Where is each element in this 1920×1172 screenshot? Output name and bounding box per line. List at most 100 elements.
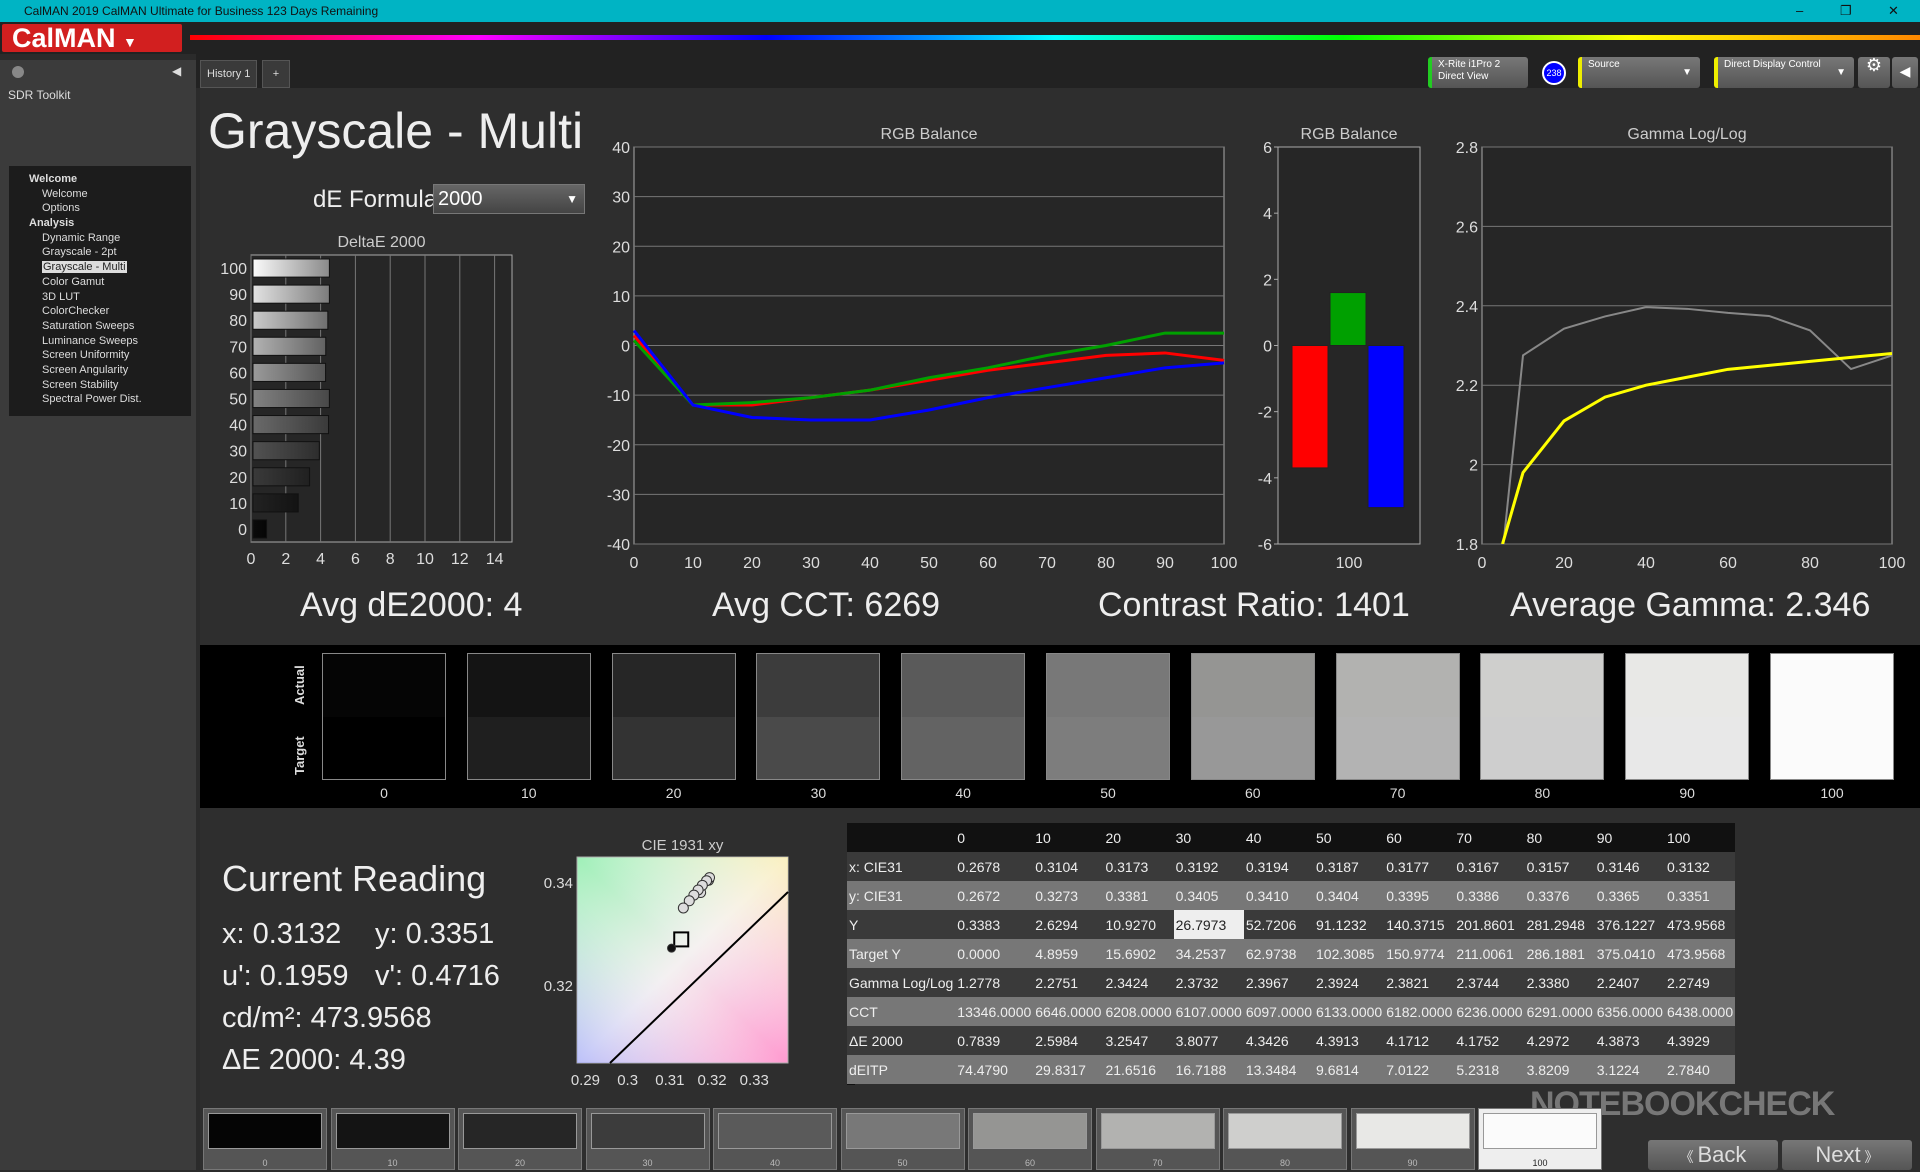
table-cell[interactable]: 0.3173 — [1103, 852, 1174, 881]
grayscale-swatch[interactable] — [611, 653, 736, 780]
bottom-swatch-90[interactable]: 90 — [1350, 1108, 1475, 1170]
table-cell[interactable]: 2.3732 — [1173, 968, 1244, 997]
table-cell[interactable]: 6356.0000 — [1594, 997, 1665, 1026]
table-cell[interactable]: 52.7206 — [1243, 910, 1315, 939]
table-cell[interactable]: 0.3410 — [1243, 881, 1315, 910]
table-cell[interactable]: 0.2678 — [955, 852, 1034, 881]
table-cell[interactable]: 0.3395 — [1384, 881, 1455, 910]
table-cell[interactable]: 6208.0000 — [1103, 997, 1174, 1026]
sidebar-item[interactable]: Luminance Sweeps — [9, 334, 191, 349]
table-cell[interactable]: 6097.0000 — [1243, 997, 1315, 1026]
next-button[interactable]: Next 》 — [1782, 1140, 1912, 1170]
table-cell[interactable]: 9.6814 — [1314, 1055, 1385, 1084]
table-cell[interactable]: 2.5984 — [1033, 1026, 1104, 1055]
sidebar-item[interactable]: Grayscale - Multi — [9, 260, 191, 275]
table-cell[interactable]: 201.8601 — [1454, 910, 1525, 939]
tab-history-1[interactable]: History 1 — [200, 60, 258, 88]
back-button[interactable]: 《 Back — [1648, 1140, 1778, 1170]
sidebar-item[interactable]: Color Gamut — [9, 275, 191, 290]
grayscale-swatch[interactable] — [1335, 653, 1460, 780]
table-cell[interactable]: 281.2948 — [1524, 910, 1595, 939]
table-cell[interactable]: 0.2672 — [955, 881, 1034, 910]
pin-icon[interactable] — [12, 66, 24, 78]
add-tab-button[interactable]: + — [262, 60, 290, 88]
maximize-button[interactable]: ❐ — [1840, 3, 1852, 18]
bottom-swatch-60[interactable]: 60 — [968, 1108, 1092, 1170]
sidebar-item[interactable]: Saturation Sweeps — [9, 319, 191, 334]
bottom-swatch-70[interactable]: 70 — [1095, 1108, 1220, 1170]
close-button[interactable]: ✕ — [1888, 3, 1899, 18]
table-cell[interactable]: 376.1227 — [1594, 910, 1665, 939]
table-cell[interactable]: 4.3873 — [1594, 1026, 1665, 1055]
bottom-swatch-80[interactable]: 80 — [1223, 1108, 1347, 1170]
table-cell[interactable]: 4.3929 — [1664, 1026, 1736, 1055]
table-cell[interactable]: 34.2537 — [1173, 939, 1244, 968]
sidebar-item[interactable]: Options — [9, 201, 191, 216]
sidebar-item[interactable]: Screen Uniformity — [9, 348, 191, 363]
meter-selector[interactable]: X-Rite i1Pro 2 Direct View — [1428, 57, 1528, 88]
sidebar-item[interactable]: 3D LUT — [9, 290, 191, 305]
table-cell[interactable]: 2.3924 — [1314, 968, 1385, 997]
table-cell[interactable]: 6646.0000 — [1033, 997, 1104, 1026]
table-cell[interactable]: 2.3967 — [1243, 968, 1315, 997]
grayscale-swatch[interactable] — [1480, 653, 1605, 780]
sidebar-item[interactable]: Dynamic Range — [9, 231, 191, 246]
table-cell[interactable]: 7.0122 — [1384, 1055, 1455, 1084]
table-cell[interactable]: 2.2407 — [1594, 968, 1665, 997]
table-cell[interactable]: 0.3104 — [1033, 852, 1104, 881]
table-cell[interactable]: 0.3376 — [1524, 881, 1595, 910]
sidebar-item[interactable]: Welcome — [9, 187, 191, 202]
table-cell[interactable]: 0.3351 — [1664, 881, 1736, 910]
table-cell[interactable]: 6107.0000 — [1173, 997, 1244, 1026]
grayscale-swatch[interactable] — [756, 653, 881, 780]
table-cell[interactable]: 2.6294 — [1033, 910, 1104, 939]
table-cell[interactable]: 29.8317 — [1033, 1055, 1104, 1084]
table-cell[interactable]: 150.9774 — [1384, 939, 1455, 968]
sidebar-item[interactable]: Spectral Power Dist. — [9, 392, 191, 407]
meter-badge[interactable]: 238 — [1542, 61, 1566, 85]
table-cell[interactable]: 3.1224 — [1594, 1055, 1665, 1084]
table-cell[interactable]: 211.0061 — [1454, 939, 1525, 968]
table-cell[interactable]: 2.2749 — [1664, 968, 1736, 997]
table-cell[interactable]: 15.6902 — [1103, 939, 1174, 968]
sidebar-item[interactable]: Grayscale - 2pt — [9, 245, 191, 260]
table-cell[interactable]: 74.4790 — [955, 1055, 1034, 1084]
sidebar-item[interactable]: ColorChecker — [9, 304, 191, 319]
table-cell[interactable]: 0.3194 — [1243, 852, 1315, 881]
table-cell[interactable]: 16.7188 — [1173, 1055, 1244, 1084]
display-control-selector[interactable]: Direct Display Control ▼ — [1714, 57, 1854, 88]
table-cell[interactable]: 0.3132 — [1664, 852, 1736, 881]
table-cell[interactable]: 3.8209 — [1524, 1055, 1595, 1084]
table-cell[interactable]: 4.8959 — [1033, 939, 1104, 968]
table-cell[interactable]: 0.3177 — [1384, 852, 1455, 881]
sidebar-item[interactable]: Screen Angularity — [9, 363, 191, 378]
minimize-button[interactable]: – — [1796, 3, 1804, 18]
bottom-swatch-100[interactable]: 100 — [1478, 1108, 1602, 1170]
table-cell[interactable]: 62.9738 — [1243, 939, 1315, 968]
table-cell[interactable]: 1.2778 — [955, 968, 1034, 997]
grayscale-swatch[interactable] — [1046, 653, 1170, 780]
table-cell[interactable]: 6438.0000 — [1664, 997, 1736, 1026]
table-cell[interactable]: 473.9568 — [1664, 910, 1736, 939]
table-cell[interactable]: 0.3167 — [1454, 852, 1525, 881]
table-cell[interactable]: 0.3157 — [1524, 852, 1595, 881]
table-cell[interactable]: 91.1232 — [1314, 910, 1385, 939]
table-cell[interactable]: 13.3484 — [1243, 1055, 1315, 1084]
sidebar-item[interactable]: Welcome — [9, 172, 191, 187]
bottom-swatch-10[interactable]: 10 — [330, 1108, 455, 1170]
grayscale-swatch[interactable] — [1770, 653, 1894, 780]
table-cell[interactable]: 0.3381 — [1103, 881, 1174, 910]
table-cell[interactable]: 4.1712 — [1384, 1026, 1455, 1055]
table-cell[interactable]: 2.3424 — [1103, 968, 1174, 997]
table-cell[interactable]: 13346.0000 — [955, 997, 1034, 1026]
grayscale-swatch[interactable] — [1625, 653, 1750, 780]
table-cell[interactable]: 375.0410 — [1594, 939, 1665, 968]
grayscale-swatch[interactable] — [1190, 653, 1315, 780]
table-cell[interactable]: 0.3383 — [955, 910, 1034, 939]
grayscale-swatch[interactable] — [322, 653, 446, 780]
table-cell[interactable]: 0.7839 — [955, 1026, 1034, 1055]
table-cell[interactable]: 6236.0000 — [1454, 997, 1525, 1026]
table-cell[interactable]: 0.3365 — [1594, 881, 1665, 910]
settings-gear-icon[interactable]: ⚙ — [1858, 56, 1890, 88]
table-cell[interactable]: 0.3386 — [1454, 881, 1525, 910]
